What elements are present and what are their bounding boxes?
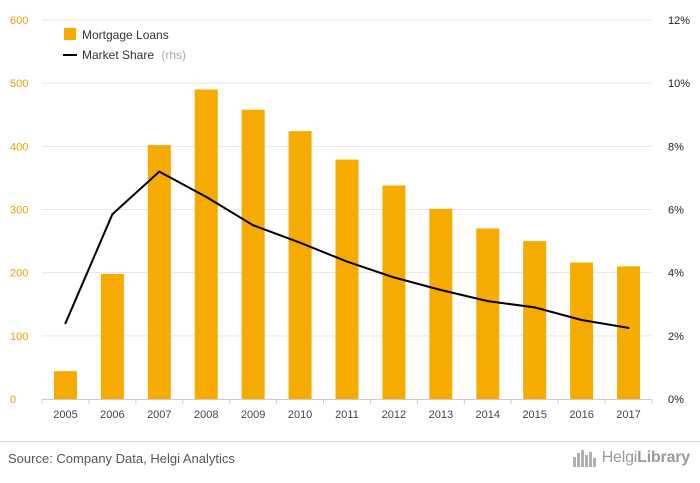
right-axis-tick-label: 8% xyxy=(668,141,684,153)
point-market-share xyxy=(111,213,114,216)
legend-rhs-note: (rhs) xyxy=(161,48,186,62)
point-market-share xyxy=(346,260,348,263)
axes: 0 100 200 300 400 500 600 0% 2% 4% 6% 8% 10% 12% 2005 2… xyxy=(10,15,690,421)
bar-mortgage-loans xyxy=(288,131,312,399)
line-series xyxy=(64,170,630,329)
bar-mortgage-loans xyxy=(241,109,265,400)
point-market-share xyxy=(533,306,536,309)
bar-mortgage-loans xyxy=(53,371,77,399)
left-axis-tick-label: 500 xyxy=(10,78,28,90)
right-axis-tick-label: 0% xyxy=(668,394,684,406)
x-axis-tick-label: 2005 xyxy=(53,409,77,421)
bar-mortgage-loans xyxy=(335,159,359,399)
x-axis-tick-label: 2011 xyxy=(335,409,359,421)
point-market-share xyxy=(486,300,489,303)
bar-mortgage-loans xyxy=(523,241,547,399)
x-axis-tick-label: 2014 xyxy=(476,409,500,421)
bar-mortgage-loans xyxy=(570,262,594,399)
x-axis-tick-label: 2013 xyxy=(429,409,453,421)
bar-mortgage-loans xyxy=(382,185,406,399)
x-axis-tick-label: 2010 xyxy=(288,409,312,421)
point-market-share xyxy=(205,195,208,198)
logo-text-bold: Library xyxy=(637,449,690,466)
bar-mortgage-loans xyxy=(476,228,500,399)
left-axis-tick-label: 300 xyxy=(10,205,28,217)
left-axis-tick-label: 100 xyxy=(10,331,28,343)
point-market-share xyxy=(64,322,67,325)
x-axis-tick-label: 2015 xyxy=(522,409,546,421)
right-axis-tick-label: 2% xyxy=(668,331,684,343)
right-axis-tick-label: 10% xyxy=(668,78,690,90)
source-note: Source: Company Data, Helgi Analytics xyxy=(8,451,235,466)
point-market-share xyxy=(252,224,255,227)
legend: Mortgage Loans Market Share (rhs) xyxy=(63,28,186,62)
right-axis-tick-label: 4% xyxy=(668,268,684,280)
x-axis-tick-label: 2016 xyxy=(569,409,593,421)
bar-mortgage-loans xyxy=(429,208,453,399)
bar-series xyxy=(53,89,641,400)
bar-mortgage-loans xyxy=(100,273,124,399)
point-market-share xyxy=(627,326,630,329)
left-axis-tick-label: 0 xyxy=(10,394,16,406)
point-market-share xyxy=(299,241,302,244)
legend-label-mortgage-loans: Mortgage Loans xyxy=(82,28,169,42)
legend-label-market-share-text: Market Share xyxy=(82,48,154,62)
bar-mortgage-loans xyxy=(617,266,641,399)
city-skyline-icon xyxy=(572,450,596,467)
point-market-share xyxy=(439,289,442,292)
chart: 0 100 200 300 400 500 600 0% 2% 4% 6% 8% 10% 12% 2005 2… xyxy=(10,15,690,421)
x-axis-tick-label: 2009 xyxy=(241,409,265,421)
right-axis-tick-label: 12% xyxy=(668,15,690,27)
helgi-library-logo: HelgiLibrary xyxy=(572,449,690,467)
left-axis-tick-label: 400 xyxy=(10,141,28,153)
legend-label-market-share: Market Share (rhs) xyxy=(82,48,186,62)
x-axis-tick-label: 2007 xyxy=(147,409,171,421)
left-axis-tick-label: 200 xyxy=(10,268,28,280)
footer-divider xyxy=(0,441,700,442)
left-axis-tick-label: 600 xyxy=(10,15,28,27)
point-market-share xyxy=(392,276,395,279)
x-axis-tick-label: 2006 xyxy=(100,409,124,421)
legend-swatch-mortgage-loans xyxy=(64,28,76,40)
x-axis-tick-label: 2012 xyxy=(382,409,406,421)
right-axis-tick-label: 6% xyxy=(668,205,684,217)
point-market-share xyxy=(580,319,583,322)
x-axis-tick-label: 2017 xyxy=(616,409,640,421)
x-axis-tick-label: 2008 xyxy=(194,409,218,421)
logo-text: HelgiLibrary xyxy=(601,449,691,467)
bar-mortgage-loans xyxy=(194,89,218,399)
bar-mortgage-loans xyxy=(147,145,171,399)
logo-text-light: Helgi xyxy=(601,449,638,466)
point-market-share xyxy=(158,170,161,173)
